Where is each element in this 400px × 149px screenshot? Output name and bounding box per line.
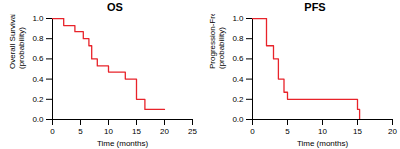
svg-text:0.0: 0.0 (232, 115, 244, 124)
html-text:PFS: PFS (304, 1, 326, 13)
svg-text:10: 10 (318, 127, 327, 136)
svg-text:0: 0 (250, 127, 255, 136)
svg-text:20: 20 (388, 127, 397, 136)
svg-text:0.8: 0.8 (232, 34, 244, 43)
svg-text:5: 5 (78, 127, 83, 136)
svg-text:20: 20 (160, 127, 169, 136)
svg-text:Overall Survival(probability): Overall Survival(probability) (8, 14, 26, 69)
svg-text:15: 15 (132, 127, 141, 136)
svg-text:Time (months): Time (months) (297, 139, 349, 148)
svg-text:0.6: 0.6 (32, 54, 44, 63)
svg-text:15: 15 (353, 127, 362, 136)
svg-text:0.8: 0.8 (32, 34, 44, 43)
svg-text:0.6: 0.6 (232, 54, 244, 63)
svg-text:0.0: 0.0 (32, 115, 44, 124)
svg-text:5: 5 (285, 127, 290, 136)
svg-text:10: 10 (104, 127, 113, 136)
svg-text:1.0: 1.0 (32, 14, 44, 23)
svg-text:0: 0 (50, 127, 55, 136)
svg-text:1.0: 1.0 (232, 14, 244, 23)
svg-text:25: 25 (188, 127, 197, 136)
svg-text:0.2: 0.2 (32, 95, 44, 104)
svg-text:Progression-Free Survival(prob: Progression-Free Survival(probability) (208, 14, 226, 69)
svg-text:0.4: 0.4 (232, 75, 244, 84)
svg-text:Time (months): Time (months) (97, 139, 149, 148)
svg-text:0.4: 0.4 (32, 75, 44, 84)
svg-text:0.2: 0.2 (232, 95, 244, 104)
html-text:OS: OS (107, 1, 123, 13)
